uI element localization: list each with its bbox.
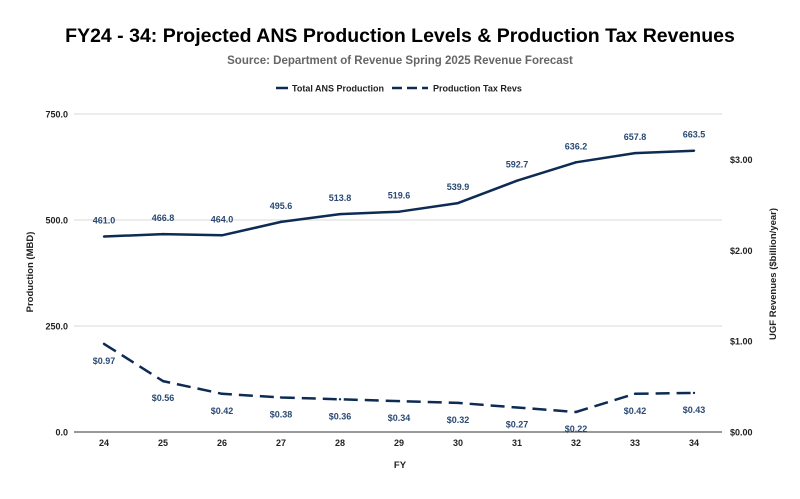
- data-label-tax-revs: $0.22: [565, 424, 588, 434]
- x-tick-label: 33: [630, 438, 640, 448]
- data-point-tax-revs: [102, 342, 106, 346]
- data-label-production: 464.0: [211, 214, 234, 224]
- data-label-production: 636.2: [565, 141, 588, 151]
- x-tick-label: 24: [99, 438, 109, 448]
- data-point-tax-revs: [161, 379, 165, 383]
- y-axis-right-title: UGF Revenues ($billion/year): [768, 208, 779, 340]
- data-label-tax-revs: $0.43: [683, 405, 706, 415]
- y-right-tick-label: $3.00: [730, 155, 753, 165]
- y-right-tick-label: $1.00: [730, 337, 753, 347]
- y-right-tick-label: $2.00: [730, 246, 753, 256]
- y-axis-left: 0.0 250.0 500.0 750.0: [45, 110, 68, 438]
- data-point-tax-revs: [633, 392, 637, 396]
- x-tick-label: 34: [689, 438, 699, 448]
- data-point-tax-revs: [220, 392, 224, 396]
- data-point-tax-revs: [338, 398, 342, 401]
- x-axis: 24 25 26 27 28 29 30 31 32 33 34: [99, 438, 699, 448]
- data-label-tax-revs: $0.32: [447, 415, 470, 425]
- legend-item-tax-revs: Production Tax Revs: [392, 84, 522, 94]
- data-point-production: [456, 201, 460, 205]
- data-label-tax-revs: $0.36: [329, 411, 352, 421]
- data-label-production: 495.6: [270, 201, 293, 211]
- legend-label-tax-revs: Production Tax Revs: [433, 84, 522, 94]
- data-label-production: 539.9: [447, 182, 470, 192]
- data-label-production: 657.8: [624, 132, 647, 142]
- data-point-production: [574, 161, 578, 164]
- data-label-tax-revs: $0.56: [152, 393, 175, 403]
- data-label-production: 519.6: [388, 191, 411, 201]
- x-tick-label: 26: [217, 438, 227, 448]
- y-right-tick-label: $0.00: [730, 428, 753, 438]
- data-label-tax-revs: $0.42: [211, 406, 234, 416]
- data-point-production: [161, 232, 165, 236]
- data-point-tax-revs: [574, 410, 578, 414]
- data-point-production: [338, 212, 342, 216]
- data-label-production: 663.5: [683, 130, 706, 140]
- data-point-tax-revs: [397, 399, 401, 403]
- data-label-production: 466.8: [152, 213, 175, 223]
- y-left-tick-label: 750.0: [45, 110, 68, 120]
- y-left-tick-label: 500.0: [45, 216, 68, 226]
- y-left-tick-label: 0.0: [55, 428, 68, 438]
- legend-label-production: Total ANS Production: [292, 84, 384, 94]
- y-axis-right: $0.00 $1.00 $2.00 $3.00: [730, 155, 753, 438]
- data-label-tax-revs: $0.34: [388, 413, 411, 423]
- data-point-production: [102, 235, 106, 238]
- x-tick-label: 31: [512, 438, 522, 448]
- data-point-production: [515, 179, 519, 182]
- data-point-tax-revs: [279, 396, 283, 399]
- data-point-production: [692, 149, 696, 152]
- data-point-production: [397, 210, 401, 213]
- data-label-tax-revs: $0.97: [93, 356, 116, 366]
- x-axis-title: FY: [394, 460, 407, 471]
- x-tick-label: 28: [335, 438, 345, 448]
- x-tick-label: 27: [276, 438, 286, 448]
- data-label-tax-revs: $0.27: [506, 419, 529, 429]
- x-tick-label: 25: [158, 438, 168, 448]
- data-label-production: 592.7: [506, 160, 529, 170]
- x-tick-label: 32: [571, 438, 581, 448]
- data-point-production: [633, 151, 637, 155]
- data-point-production: [279, 220, 283, 224]
- legend: Total ANS Production Production Tax Revs: [276, 84, 522, 94]
- series-group: [102, 149, 696, 414]
- data-point-tax-revs: [692, 391, 696, 395]
- chart-subtitle: Source: Department of Revenue Spring 202…: [227, 55, 573, 67]
- data-point-tax-revs: [456, 401, 460, 405]
- data-label-tax-revs: $0.38: [270, 409, 293, 419]
- x-tick-label: 30: [453, 438, 463, 448]
- data-point-tax-revs: [515, 406, 519, 409]
- data-label-production: 461.0: [93, 216, 116, 226]
- chart-title: FY24 - 34: Projected ANS Production Leve…: [65, 25, 735, 47]
- legend-item-production: Total ANS Production: [276, 84, 384, 94]
- data-point-production: [220, 234, 224, 237]
- gridlines: [74, 113, 722, 433]
- data-label-production: 513.8: [329, 193, 352, 203]
- y-axis-left-title: Production (MBD): [25, 232, 36, 313]
- y-left-tick-label: 250.0: [45, 322, 68, 332]
- data-label-tax-revs: $0.42: [624, 406, 647, 416]
- data-labels: 461.0 466.8 464.0 495.6 513.8 519.6 539.9 592.7…: [93, 130, 706, 434]
- x-tick-label: 29: [394, 438, 404, 448]
